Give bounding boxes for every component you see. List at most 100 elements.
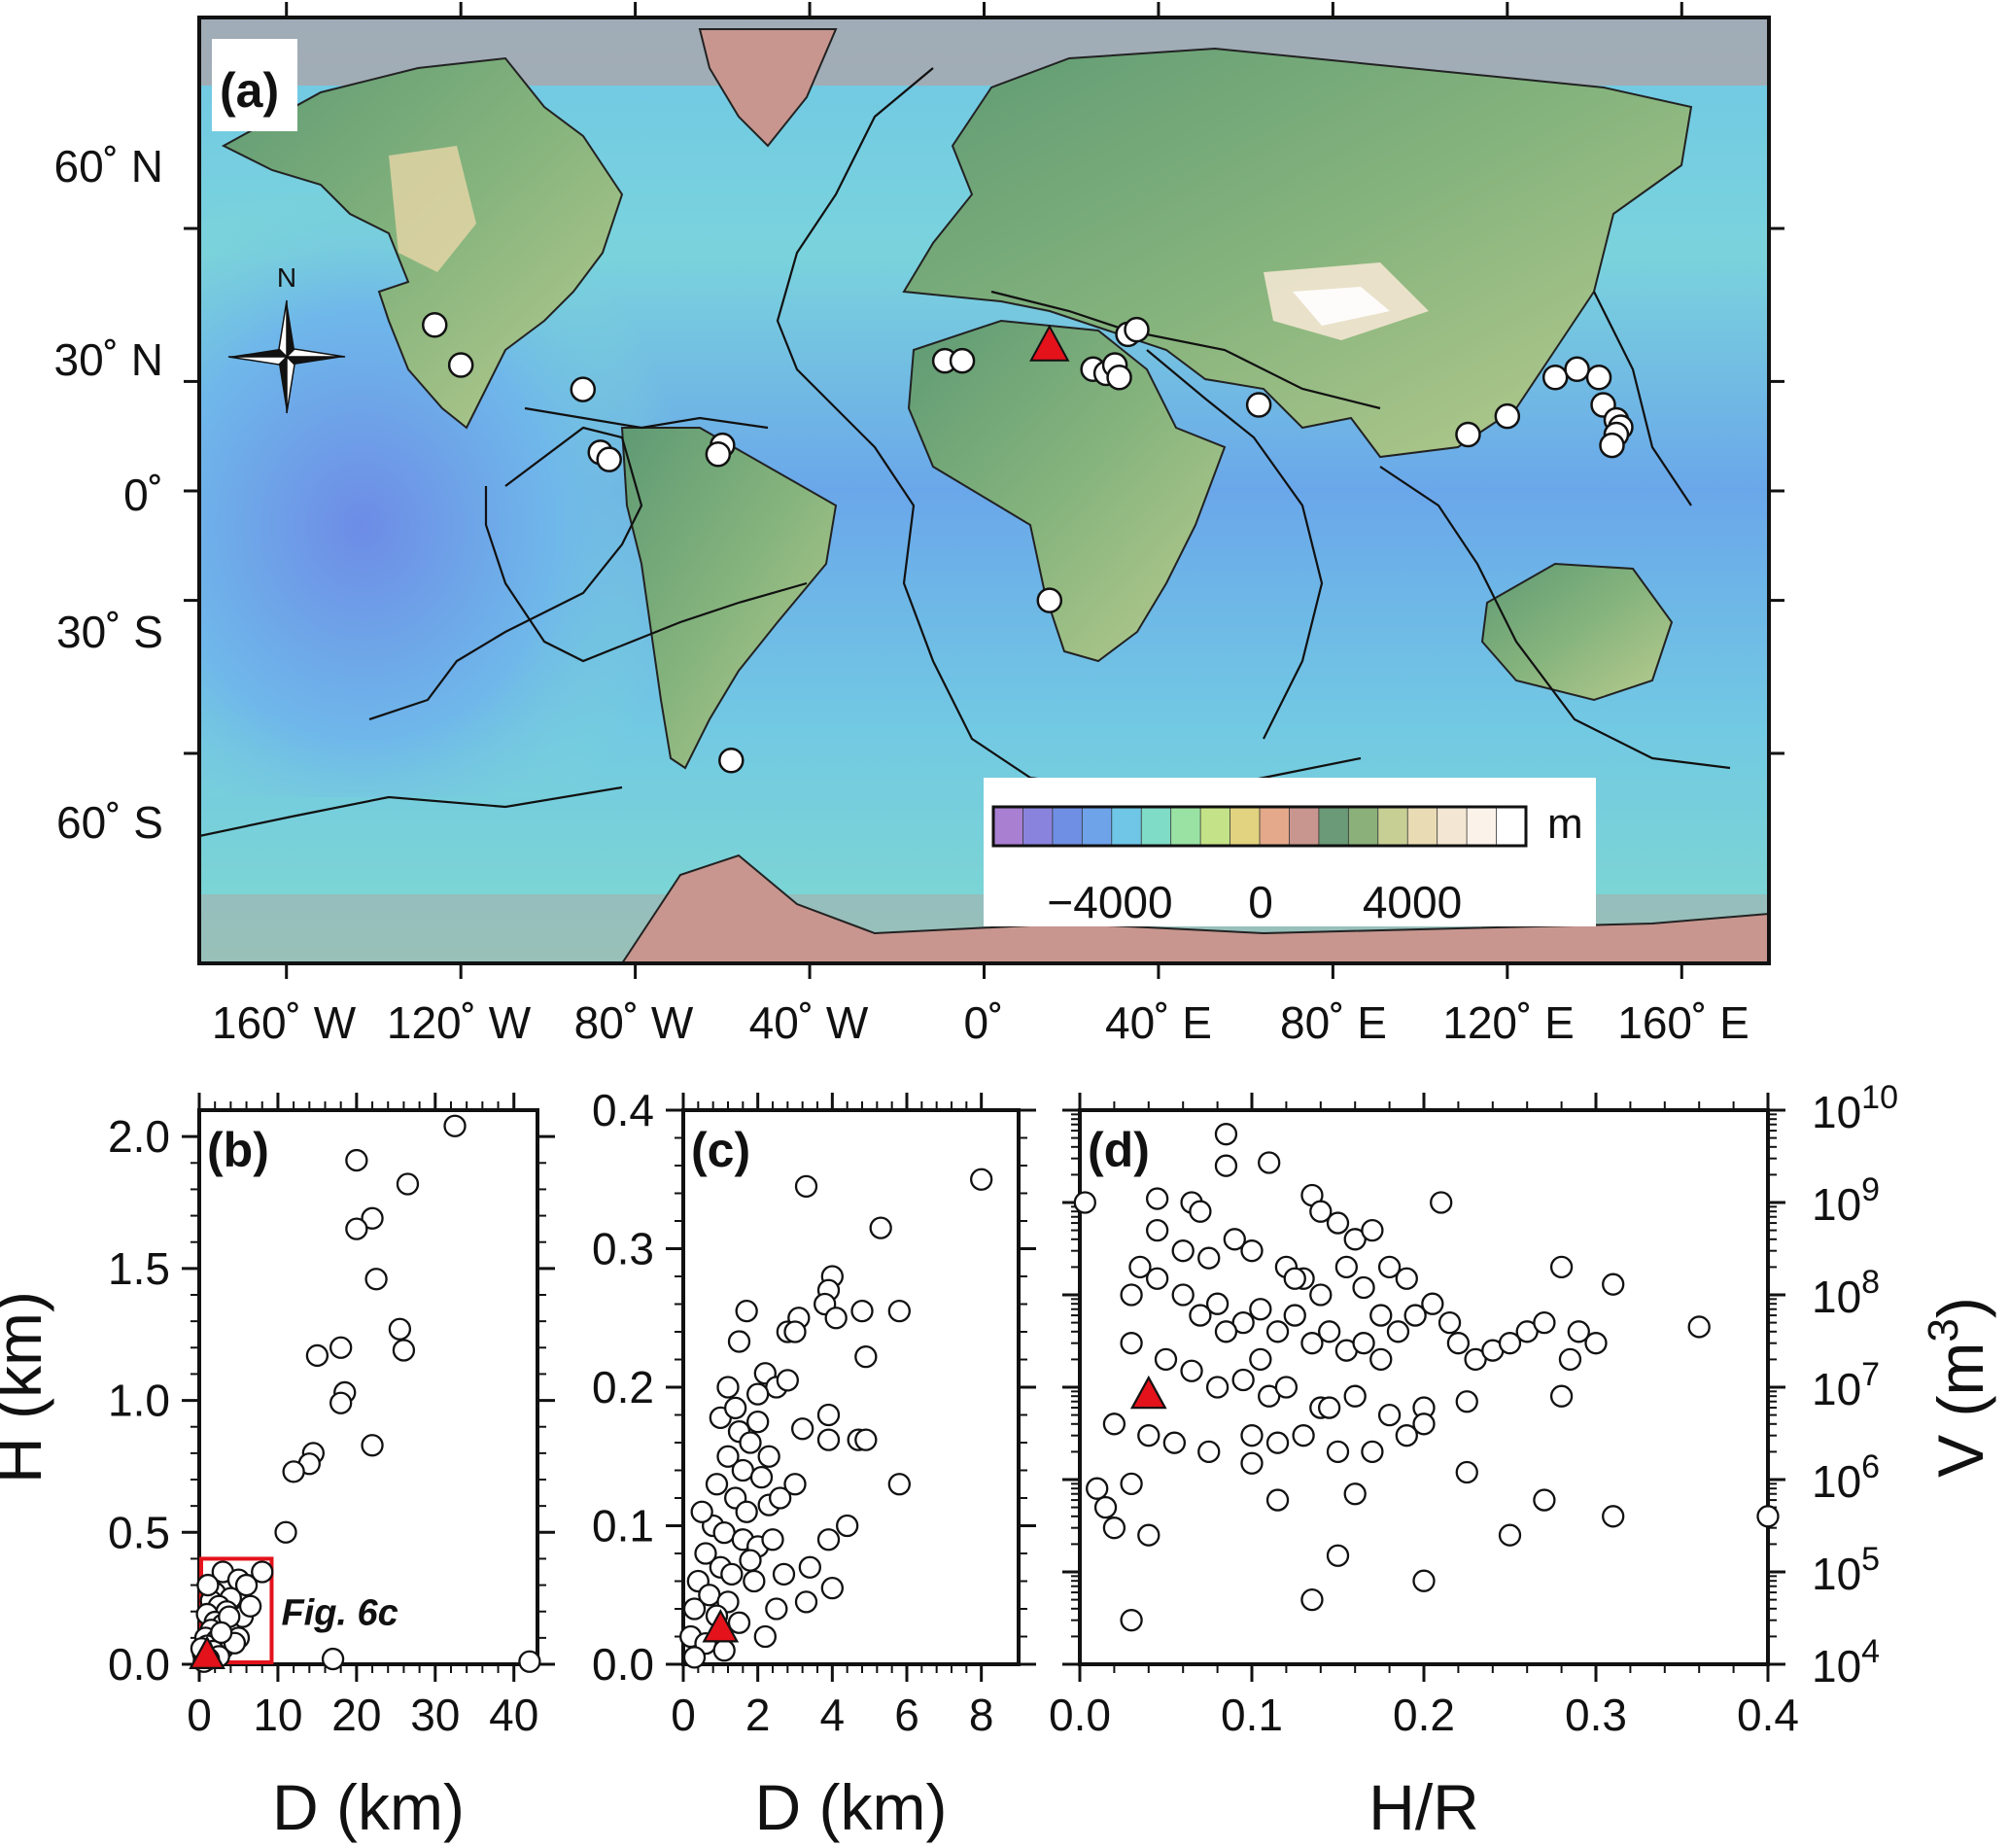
data-point bbox=[1240, 1451, 1264, 1475]
data-point bbox=[1189, 1304, 1212, 1327]
data-point bbox=[1283, 1267, 1306, 1290]
y-tick-label: 105 bbox=[1812, 1541, 1880, 1599]
site-marker bbox=[718, 747, 745, 774]
data-point bbox=[1326, 1544, 1350, 1567]
site-marker bbox=[1564, 356, 1590, 383]
data-point bbox=[794, 1590, 818, 1614]
panel-b-chart: 0 10 20 30 40 0.0 0.5 1.0 1.5 2.0 Fig. 6c (b) D (km)… bbox=[0, 1093, 555, 1843]
data-point bbox=[1086, 1477, 1109, 1500]
data-point bbox=[816, 1428, 841, 1451]
panel-label: (d) bbox=[1088, 1123, 1150, 1177]
x-tick-label: 0.1 bbox=[1221, 1690, 1283, 1740]
site-marker bbox=[1494, 402, 1521, 430]
data-point bbox=[739, 1549, 762, 1572]
data-point bbox=[1214, 1320, 1238, 1343]
site-marker bbox=[1106, 364, 1132, 391]
data-point bbox=[1343, 1384, 1367, 1408]
x-axis-title: D (km) bbox=[272, 1771, 465, 1843]
data-point bbox=[869, 1216, 892, 1239]
data-point bbox=[1265, 1488, 1290, 1512]
data-point bbox=[234, 1573, 259, 1597]
data-point bbox=[816, 1403, 841, 1427]
x-tick-label: 0.3 bbox=[1565, 1690, 1627, 1740]
lon-label-0: 0˚ bbox=[964, 997, 1004, 1048]
data-point bbox=[1120, 1283, 1143, 1307]
data-point bbox=[854, 1428, 878, 1451]
data-point bbox=[1197, 1246, 1221, 1270]
data-point bbox=[1120, 1472, 1143, 1495]
data-point bbox=[1326, 1440, 1350, 1464]
data-point bbox=[720, 1562, 744, 1586]
site-marker bbox=[1245, 392, 1272, 418]
data-point bbox=[776, 1369, 799, 1392]
x-tick-label: 0.2 bbox=[1393, 1690, 1455, 1740]
data-point bbox=[1197, 1440, 1221, 1464]
colorbar-swatch bbox=[1377, 807, 1408, 846]
data-point bbox=[1395, 1267, 1418, 1290]
compass-rose: N bbox=[227, 262, 346, 414]
data-point bbox=[735, 1500, 758, 1523]
data-point bbox=[1343, 1228, 1367, 1251]
data-point bbox=[1412, 1412, 1436, 1436]
eurasia-land bbox=[902, 47, 1693, 459]
study-site-triangle bbox=[702, 1609, 740, 1643]
data-point bbox=[690, 1500, 713, 1523]
colorbar-swatch bbox=[1052, 807, 1083, 846]
data-point bbox=[361, 1206, 384, 1230]
data-point bbox=[305, 1343, 329, 1368]
data-point bbox=[1386, 1320, 1410, 1343]
study-site-triangle bbox=[189, 1635, 225, 1669]
study-site-triangle bbox=[1129, 1375, 1167, 1410]
data-point bbox=[727, 1611, 751, 1634]
data-point bbox=[735, 1299, 758, 1323]
lat-label-60s: 60˚ S bbox=[56, 797, 163, 848]
data-point bbox=[1205, 1376, 1230, 1399]
data-point bbox=[443, 1114, 467, 1137]
colorbar-swatch bbox=[1318, 807, 1349, 846]
x-tick-label: 30 bbox=[410, 1690, 460, 1740]
x-tick-label: 4 bbox=[820, 1690, 846, 1740]
data-point bbox=[1283, 1304, 1306, 1327]
y-tick-label: 109 bbox=[1812, 1171, 1880, 1230]
data-point bbox=[238, 1594, 262, 1618]
data-point bbox=[1309, 1200, 1333, 1223]
data-point bbox=[1258, 1384, 1281, 1408]
data-point bbox=[1558, 1347, 1582, 1372]
data-point bbox=[1334, 1255, 1358, 1279]
data-point bbox=[769, 1486, 792, 1510]
data-point bbox=[1146, 1187, 1169, 1210]
data-point bbox=[694, 1542, 717, 1565]
lat-label-30s: 30˚ S bbox=[56, 607, 163, 657]
data-point bbox=[791, 1417, 814, 1441]
colorbar-swatch bbox=[1141, 807, 1172, 846]
data-point bbox=[1352, 1275, 1375, 1300]
south-america-land bbox=[620, 427, 838, 770]
x-tick-label: 6 bbox=[894, 1690, 919, 1740]
greenland-land bbox=[698, 28, 838, 148]
data-point bbox=[282, 1460, 305, 1483]
inset-box-label: Fig. 6c bbox=[281, 1593, 398, 1634]
data-point bbox=[824, 1307, 848, 1330]
data-point bbox=[210, 1621, 233, 1645]
data-point bbox=[1318, 1396, 1341, 1419]
data-point bbox=[724, 1396, 747, 1420]
y-tick-label: 0.5 bbox=[108, 1507, 170, 1557]
data-point bbox=[765, 1597, 788, 1621]
data-point bbox=[682, 1597, 707, 1621]
data-point bbox=[1093, 1495, 1118, 1519]
data-point bbox=[836, 1514, 859, 1538]
data-point bbox=[1455, 1390, 1478, 1413]
data-point bbox=[1369, 1347, 1393, 1372]
colorbar-tick-0: 0 bbox=[1248, 877, 1273, 927]
lat-label-30n: 30˚ N bbox=[54, 334, 163, 385]
data-point bbox=[1102, 1517, 1126, 1540]
y-tick-label: 0.2 bbox=[592, 1362, 654, 1412]
x-tick-label: 10 bbox=[253, 1690, 302, 1740]
data-point bbox=[1343, 1482, 1367, 1506]
map-axis-ticks bbox=[184, 2, 1784, 979]
data-point bbox=[1361, 1440, 1384, 1464]
data-point bbox=[1430, 1191, 1453, 1214]
colorbar-swatch bbox=[1260, 807, 1291, 846]
data-point bbox=[749, 1465, 774, 1489]
data-point bbox=[1274, 1376, 1299, 1399]
